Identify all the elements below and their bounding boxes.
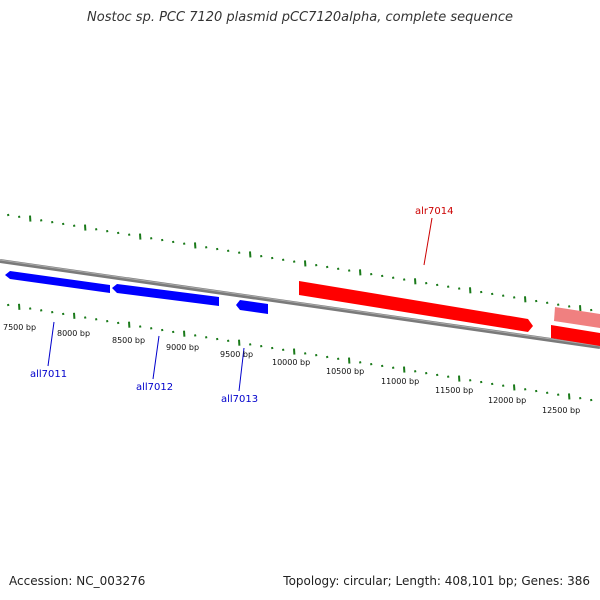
gene-all7011[interactable]: [5, 271, 110, 293]
topology-summary: Topology: circular; Length: 408,101 bp; …: [283, 574, 590, 588]
outer-ticks: [7, 213, 593, 312]
position-label: 12000 bp: [488, 396, 526, 405]
plasmid-backbone: [0, 259, 600, 349]
gene-next-forward[interactable]: [551, 325, 600, 346]
position-label: 7500 bp: [3, 323, 36, 332]
gene-label-alr7014[interactable]: alr7014: [415, 206, 453, 217]
plasmid-backbone-highlight: [0, 259, 600, 347]
position-label: 9000 bp: [166, 343, 199, 352]
position-label: 8000 bp: [57, 329, 90, 338]
position-label: 11500 bp: [435, 386, 473, 395]
leader-all7012: [152, 335, 160, 380]
gene-faded[interactable]: [554, 307, 600, 328]
position-label: 11000 bp: [381, 377, 419, 386]
gene-alr7014[interactable]: [299, 281, 533, 332]
leader-all7011: [47, 321, 55, 367]
position-label: 10500 bp: [326, 367, 364, 376]
gene-all7012[interactable]: [112, 284, 219, 306]
gene-label-all7011[interactable]: all7011: [30, 369, 67, 380]
position-label: 10000 bp: [272, 358, 310, 367]
position-label: 12500 bp: [542, 406, 580, 415]
position-label: 9500 bp: [220, 350, 253, 359]
gene-all7013[interactable]: [236, 300, 268, 314]
page-title: Nostoc sp. PCC 7120 plasmid pCC7120alpha…: [87, 10, 513, 25]
inner-ticks: [7, 303, 593, 402]
leader-all7013: [238, 347, 245, 392]
leader-alr7014: [423, 217, 433, 266]
gene-label-all7013[interactable]: all7013: [221, 394, 258, 405]
accession-label: Accession: NC_003276: [9, 574, 146, 588]
gene-label-all7012[interactable]: all7012: [136, 382, 173, 393]
position-label: 8500 bp: [112, 336, 145, 345]
